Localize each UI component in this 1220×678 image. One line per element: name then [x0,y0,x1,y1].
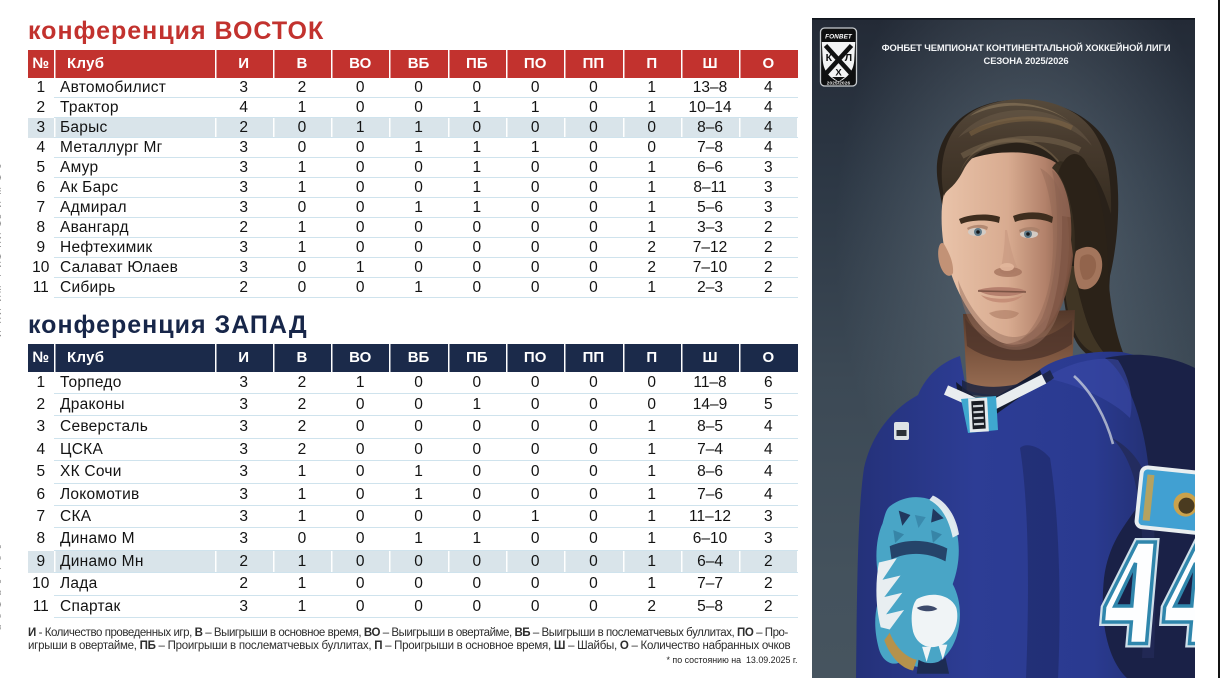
svg-text:ФОНБЕТ ЧЕМПИОНАТ КОНТИНЕНТАЛЬН: ФОНБЕТ ЧЕМПИОНАТ КОНТИНЕНТАЛЬНОЙ ХОККЕЙН… [882,42,1171,53]
svg-text:Л: Л [845,52,852,64]
svg-text:К: К [826,52,833,64]
svg-text:2025/2026: 2025/2026 [827,80,851,85]
svg-text:СЕЗОНА 2025/2026: СЕЗОНА 2025/2026 [984,55,1069,66]
svg-text:Х: Х [835,67,842,78]
svg-text:FONBET: FONBET [825,33,853,40]
